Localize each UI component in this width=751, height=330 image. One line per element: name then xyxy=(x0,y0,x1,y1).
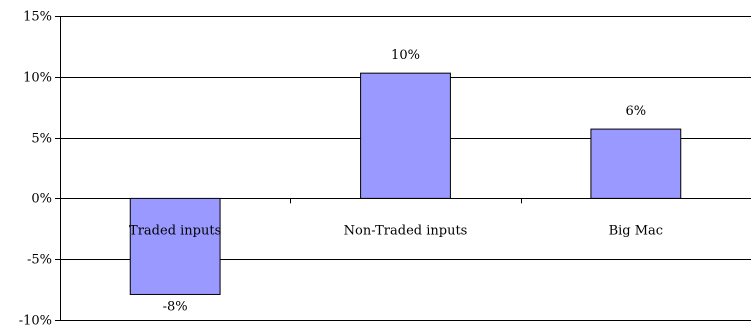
bar xyxy=(590,128,682,199)
bar xyxy=(129,197,221,295)
y-tick-label: 0% xyxy=(31,192,52,207)
bar xyxy=(360,72,451,199)
y-tick-label: 15% xyxy=(23,10,52,25)
category-label: Big Mac xyxy=(609,223,664,238)
category-label: Traded inputs xyxy=(129,223,221,238)
data-label: -8% xyxy=(163,299,188,314)
y-tick-label: -10% xyxy=(19,314,52,329)
y-tick-label: 5% xyxy=(31,132,52,147)
bars xyxy=(129,72,682,295)
data-label: 10% xyxy=(391,48,420,63)
data-label: 6% xyxy=(626,104,647,119)
labels: 15% 10% 5% 0% -5% -10% -8% Traded inputs 10% Non-… xyxy=(19,10,663,329)
category-label: Non-Traded inputs xyxy=(344,223,468,238)
y-tick-label: -5% xyxy=(27,253,52,268)
y-tick-label: 10% xyxy=(23,71,52,86)
axes xyxy=(55,16,522,321)
